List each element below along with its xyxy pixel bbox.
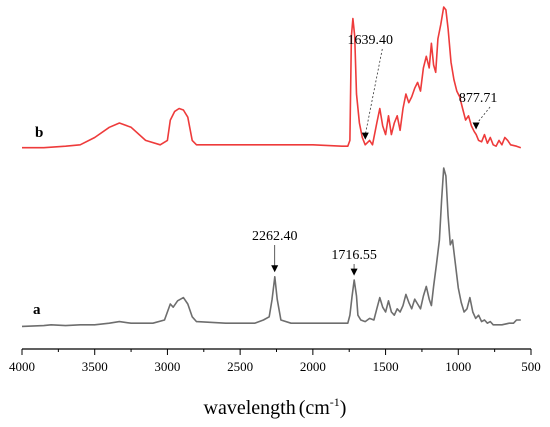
annotation-arrowhead xyxy=(271,265,279,273)
x-axis-title: wavelength (cm-1) xyxy=(204,395,347,419)
x-tick-label: 500 xyxy=(521,359,541,374)
x-tick-label: 2500 xyxy=(227,359,253,374)
annotation-arrowhead xyxy=(472,122,480,130)
x-tick-label: 3000 xyxy=(154,359,180,374)
annotation-label: 877.71 xyxy=(459,91,498,106)
x-tick-label: 1000 xyxy=(445,359,471,374)
annotation-arrow-line xyxy=(364,48,383,135)
x-axis-unit-close: ) xyxy=(340,397,347,419)
x-axis-title-text: wavelength xyxy=(204,397,296,419)
annotation-arrowhead xyxy=(361,132,369,140)
x-tick-label: 3500 xyxy=(82,359,108,374)
series-line-b xyxy=(22,6,522,149)
x-tick-label: 1500 xyxy=(373,359,399,374)
annotation-layer: 1639.40 877.71 2262.40 1716.55 xyxy=(252,33,497,276)
x-tick-label: 2000 xyxy=(300,359,326,374)
x-axis-unit-superscript: -1 xyxy=(330,395,340,409)
series-line-a xyxy=(21,167,521,328)
series-label-b: b xyxy=(35,125,43,141)
annotation-label: 1716.55 xyxy=(331,248,377,263)
x-axis: 4000 3500 3000 2500 2000 1500 1000 500 xyxy=(9,348,541,374)
x-tick-label: 4000 xyxy=(9,359,35,374)
annotation-label: 1639.40 xyxy=(348,33,394,48)
series-layer xyxy=(21,6,522,328)
annotation-label: 2262.40 xyxy=(252,229,298,244)
series-label-a: a xyxy=(33,302,41,318)
annotation-arrow-line xyxy=(475,106,491,125)
x-axis-unit-text: (cm xyxy=(299,397,331,419)
annotation-arrowhead xyxy=(350,268,358,276)
